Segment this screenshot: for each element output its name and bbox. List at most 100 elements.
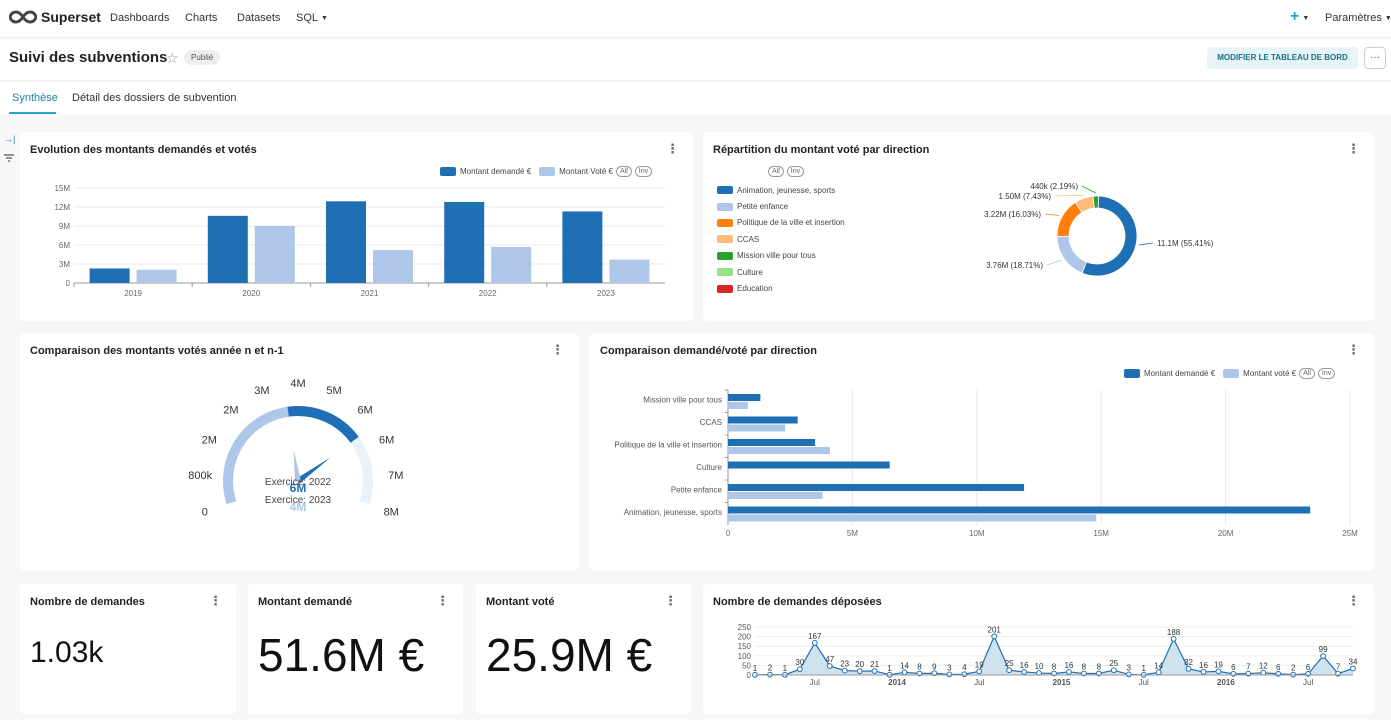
slice-label: 3.76M (18.71%) [986, 261, 1043, 270]
x-tick-label: Jul [1303, 678, 1313, 687]
legend-item-vote[interactable]: Montant voté € [1243, 369, 1297, 378]
settings-label: Paramètres [1325, 12, 1382, 24]
filter-icon[interactable] [4, 153, 14, 165]
pie-legend-item[interactable]: Education [717, 280, 845, 296]
star-icon[interactable]: ☆ [166, 50, 179, 66]
slice-label-leader [1138, 242, 1154, 246]
y-tick-label: 9M [59, 222, 70, 231]
more-vertical-icon[interactable]: ⋮ [666, 141, 679, 156]
data-point [1215, 668, 1222, 675]
kpi-card-nombre: Nombre de demandes ⋮ 1.03k [20, 584, 236, 714]
more-vertical-icon[interactable]: ⋮ [664, 593, 677, 608]
legend-invert-button[interactable]: Inv [634, 166, 653, 177]
x-tick-label: 25M [1342, 529, 1358, 538]
x-tick-label: Jul [974, 678, 984, 687]
data-label: 12 [1259, 662, 1268, 671]
pie-legend-item[interactable]: Petite enfance [717, 198, 845, 214]
gauge-tick-label: 2M [202, 434, 217, 446]
legend-all-button[interactable]: All [616, 166, 632, 177]
pie-legend-item[interactable]: Mission ville pour tous [717, 248, 845, 264]
legend-item-demande[interactable]: Montant demandé € [460, 167, 532, 176]
data-label: 23 [840, 660, 849, 669]
data-point [1305, 670, 1312, 677]
legend-invert-button[interactable]: Inv [786, 166, 805, 177]
legend-all-button[interactable]: All [1299, 368, 1315, 379]
more-vertical-icon[interactable]: ⋮ [436, 593, 449, 608]
data-point [1066, 669, 1072, 675]
x-tick-label: 2021 [361, 289, 379, 298]
data-label: 6 [1306, 663, 1311, 672]
chart-title: Evolution des montants demandés et votés [30, 144, 257, 156]
data-point [1006, 667, 1013, 674]
data-label: 32 [1184, 658, 1193, 667]
donut-chart-repartition: 11.1M (55.41%) 3.76M (18.71%) 3.22M (16.03… [984, 182, 1214, 277]
dashboard-title[interactable]: Suivi des subventions [9, 49, 168, 66]
data-label: 7 [1336, 663, 1341, 672]
x-tick-label: 2019 [124, 289, 142, 298]
hbar-segment [728, 484, 1025, 491]
slice-label-leader [1044, 213, 1060, 216]
more-vertical-icon[interactable]: ⋮ [1347, 141, 1360, 156]
data-label: 16 [1020, 661, 1029, 670]
add-new-button[interactable]: + ▼ [1290, 8, 1309, 26]
chart-card-comparaison: Comparaison demandé/voté par direction ⋮… [590, 333, 1374, 571]
bar-chart-evolution: 0 3M 6M 9M 12M 15M 2019 2020 2021 2022 2023 [54, 184, 665, 298]
y-tick-label: Animation, jeunesse, sports [624, 508, 722, 517]
data-label: 20 [855, 660, 864, 669]
y-tick-label: 0 [66, 279, 71, 288]
slice-label-leader [1081, 185, 1096, 194]
chart-title: Nombre de demandes déposées [713, 596, 882, 608]
edit-dashboard-button[interactable]: MODIFIER LE TABLEAU DE BORD [1207, 47, 1358, 69]
legend-swatch [539, 167, 556, 176]
pie-legend-item[interactable]: Culture [717, 264, 845, 280]
legend-swatch [1223, 369, 1240, 378]
nav-sql[interactable]: SQL ▼ [296, 12, 328, 24]
nav-charts[interactable]: Charts [185, 12, 218, 24]
more-vertical-icon[interactable]: ⋮ [209, 593, 222, 608]
more-vertical-icon[interactable]: ⋮ [1347, 342, 1360, 357]
kpi-value: 25.9M € [486, 629, 653, 681]
hbar-segment [728, 424, 786, 432]
data-label: 34 [1349, 657, 1358, 666]
data-label: 8 [917, 662, 922, 671]
data-label: 8 [1097, 662, 1102, 671]
pie-legend-item[interactable]: CCAS [717, 231, 845, 247]
chevron-down-icon: ▼ [321, 15, 328, 22]
superset-logo[interactable]: Superset [9, 9, 101, 25]
more-vertical-icon[interactable]: ⋮ [551, 342, 564, 357]
more-options-button[interactable]: ··· [1364, 47, 1386, 69]
nav-dashboards[interactable]: Dashboards [110, 12, 170, 24]
pie-legend-item[interactable]: Animation, jeunesse, sports [717, 182, 845, 198]
gauge-tick-label: 7M [388, 470, 403, 482]
pie-legend-item[interactable]: Politique de la ville et insertion [717, 215, 845, 231]
legend-item-demande[interactable]: Montant demandé € [1144, 369, 1216, 378]
data-point [1125, 671, 1132, 678]
slice-label: 11.1M (55.41%) [1157, 239, 1214, 248]
y-tick-label: 250 [738, 623, 752, 632]
nav-datasets[interactable]: Datasets [237, 12, 281, 24]
gauge-value: 4M [290, 500, 307, 514]
gauge-tick-label: 8M [384, 506, 399, 518]
legend-all-button[interactable]: All [768, 166, 784, 177]
gauge-tick-label: 4M [290, 378, 305, 390]
gauge-series-name: Exercice: 2023 [265, 495, 332, 506]
y-tick-label: 100 [738, 652, 752, 661]
legend-swatch [1124, 369, 1140, 378]
tab-detail-dossiers[interactable]: Détail des dossiers de subvention [72, 92, 237, 104]
tab-synthese[interactable]: Synthèse [12, 92, 58, 104]
data-label: 3 [947, 663, 952, 672]
status-badge[interactable]: Publié [184, 50, 221, 65]
more-vertical-icon[interactable]: ⋮ [1347, 593, 1360, 608]
legend-invert-button[interactable]: Inv [1317, 368, 1336, 379]
data-point [841, 667, 848, 674]
expand-filters-icon[interactable]: →| [4, 134, 16, 144]
data-label: 14 [900, 661, 909, 670]
legend-item-vote[interactable]: Montant Voté € [559, 167, 613, 176]
x-tick-label: 2020 [242, 289, 260, 298]
pie-legend-label: Petite enfance [737, 202, 789, 212]
data-point [856, 668, 863, 675]
settings-menu[interactable]: Paramètres ▼ [1325, 12, 1391, 24]
slice-label: 3.22M (16.03%) [984, 210, 1041, 219]
